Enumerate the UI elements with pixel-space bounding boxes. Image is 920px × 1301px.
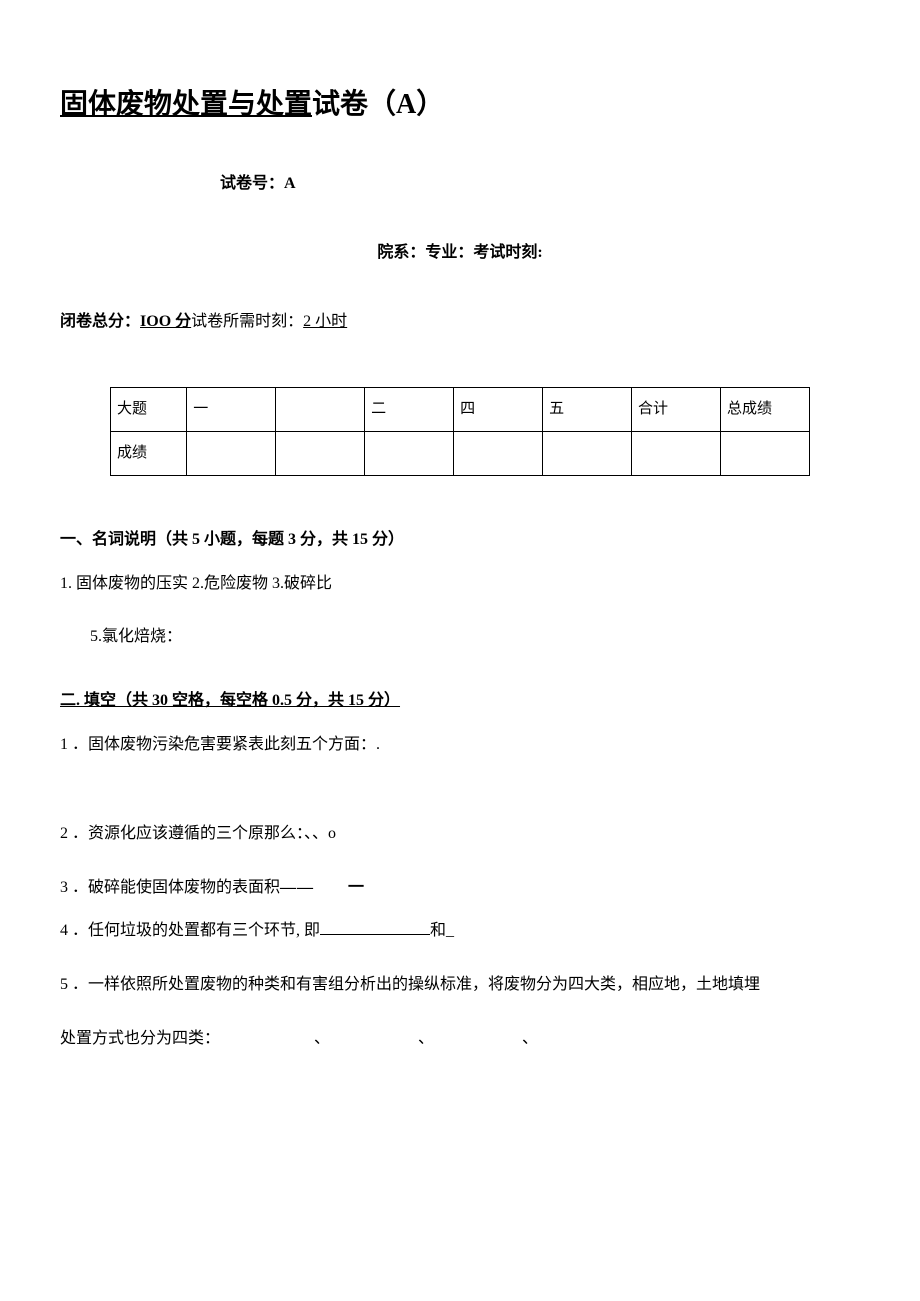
question-2-3: 3 ．破碎能使固体废物的表面积—— 一 (60, 874, 860, 903)
question-2-5b-pre: 处置方式也分为四类： (60, 1030, 220, 1047)
exam-title: 固体废物处置与处置试卷（A） (60, 80, 860, 130)
question-2-4-mid: 和_ (430, 922, 454, 939)
exam-info-line: 闭卷总分：IOO 分试卷所需时刻：2 小时 (60, 308, 860, 337)
title-suffix: 试卷（ (312, 89, 396, 120)
table-cell: 一 (187, 387, 276, 431)
table-cell (543, 431, 632, 475)
table-cell-label: 成绩 (111, 431, 187, 475)
department-line: 院系：专业：考试时刻: (60, 239, 860, 268)
table-cell: 二 (365, 387, 454, 431)
question-2-5b: 处置方式也分为四类： 、 、 、 (60, 1025, 860, 1054)
section-2-heading-text: 二. 填空（共 30 空格，每空格 0.5 分，共 15 分） (60, 692, 400, 709)
title-underlined: 固体废物处置与处置 (60, 89, 312, 120)
table-cell (454, 431, 543, 475)
question-2-2: 2 ．资源化应该遵循的三个原那么：、、o (60, 820, 860, 849)
table-cell-label: 大题 (111, 387, 187, 431)
exam-info-score: IOO 分 (140, 313, 191, 330)
question-2-1: 1 ．固体废物污染危害要紧表此刻五个方面：. (60, 731, 860, 760)
table-cell: 四 (454, 387, 543, 431)
section-2-heading: 二. 填空（共 30 空格，每空格 0.5 分，共 15 分） (60, 687, 860, 716)
table-cell: 合计 (632, 387, 721, 431)
question-2-3-pre: 3 ．破碎能使固体废物的表面积 (60, 879, 280, 896)
table-cell: 总成绩 (720, 387, 809, 431)
table-cell (720, 431, 809, 475)
paper-number-line: 试卷号：A (220, 170, 860, 199)
blank-underline (320, 919, 430, 935)
table-row: 大题 一 二 四 五 合计 总成绩 (111, 387, 810, 431)
paper-no-value: A (284, 175, 296, 192)
exam-info-prefix: 闭卷总分： (60, 313, 140, 330)
score-table: 大题 一 二 四 五 合计 总成绩 成绩 (110, 387, 810, 476)
title-letter: A (396, 89, 416, 120)
table-cell (276, 431, 365, 475)
table-cell (632, 431, 721, 475)
question-2-5: 5 ．一样依照所处置废物的种类和有害组分析出的操纵标准，将废物分为四大类，相应地… (60, 971, 860, 1000)
table-cell: 五 (543, 387, 632, 431)
question-2-4-pre: 4 ．任何垃圾的处置都有三个环节, 即 (60, 922, 320, 939)
table-row: 成绩 (111, 431, 810, 475)
table-cell (187, 431, 276, 475)
paper-no-label: 试卷号： (220, 175, 284, 192)
question-2-4: 4 ．任何垃圾的处置都有三个环节, 即 和_ (60, 917, 860, 946)
section-1-heading: 一、名词说明（共 5 小题，每题 3 分，共 15 分） (60, 526, 860, 555)
exam-info-time: 2 小时 (303, 313, 347, 330)
table-cell (365, 431, 454, 475)
question-1-1: 1. 固体废物的压实 2.危险废物 3.破碎比 (60, 570, 860, 599)
question-2-5b-seps: 、 、 、 (314, 1030, 538, 1047)
title-close: ） (416, 89, 444, 120)
exam-info-mid: 试卷所需时刻： (191, 313, 303, 330)
table-cell (276, 387, 365, 431)
question-1-5: 5.氯化焙烧： (90, 623, 860, 652)
question-2-3-dash: —— 一 (280, 879, 365, 896)
